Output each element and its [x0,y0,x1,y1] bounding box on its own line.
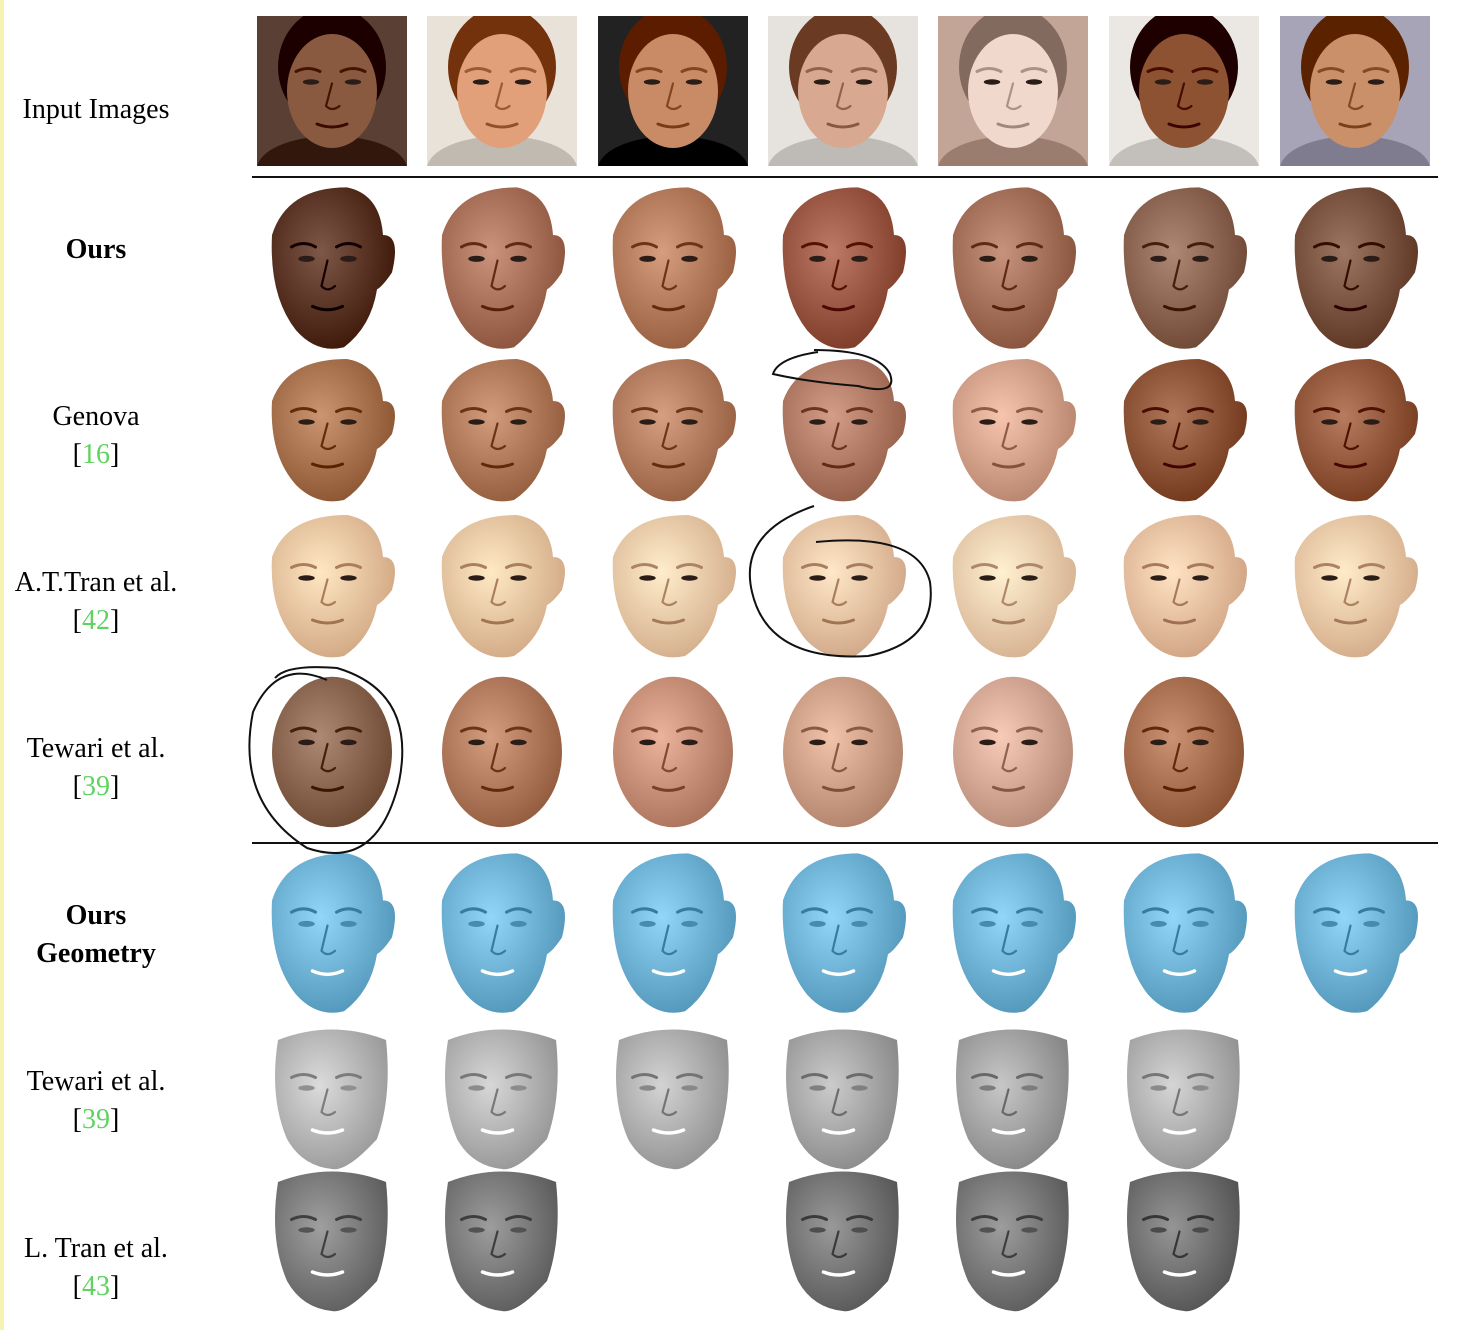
row-label-tewari-geometry: Tewari et al. [39] [0,1063,192,1139]
face-geometry-render [427,1022,577,1172]
face-texture-render [938,184,1088,354]
face-texture-render [938,672,1088,832]
face-texture-render [598,672,748,832]
face-texture-render [427,672,577,832]
face-texture-render [598,184,748,354]
row-label-l-tran: L. Tran et al. [43] [0,1230,192,1306]
citation-number[interactable]: 39 [82,1104,110,1135]
face-texture-render [938,356,1088,506]
face-geometry-render [257,850,407,1018]
input-face-photo [1109,16,1259,166]
citation-reference[interactable]: [42] [72,605,120,636]
row-label-ours: Ours [0,231,192,269]
row-label-text: Ours [65,900,127,931]
face-texture-render [768,672,918,832]
face-geometry-render [938,1164,1088,1314]
face-geometry-render [768,1164,918,1314]
row-label-text: A.T.Tran et al. [14,567,178,598]
input-face-photo [1280,16,1430,166]
citation-number[interactable]: 42 [82,605,110,636]
citation-reference[interactable]: [43] [72,1271,120,1302]
row-label-text: Genova [52,401,140,432]
face-geometry-render [938,1022,1088,1172]
face-texture-render [768,184,918,354]
row-label-at-tran: A.T.Tran et al. [42] [0,564,192,640]
input-face-photo [938,16,1088,166]
face-geometry-render [598,850,748,1018]
citation-number[interactable]: 39 [82,771,110,802]
face-texture-render [1280,512,1430,662]
face-texture-render [427,512,577,662]
row-label-text: L. Tran et al. [24,1233,168,1264]
face-texture-render [257,356,407,506]
face-texture-render [1109,184,1259,354]
row-label-text: Ours [65,234,127,265]
face-geometry-render [768,850,918,1018]
face-texture-render [598,512,748,662]
row-label-text: Geometry [36,938,156,969]
face-geometry-render [257,1022,407,1172]
citation-number[interactable]: 43 [82,1271,110,1302]
face-texture-render [768,512,918,662]
row-label-tewari-texture: Tewari et al. [39] [0,730,192,806]
row-label-text: Tewari et al. [26,733,166,764]
input-face-photo [768,16,918,166]
citation-reference[interactable]: [16] [72,439,120,470]
input-face-photo [257,16,407,166]
face-geometry-render [598,1022,748,1172]
citation-number[interactable]: 16 [82,439,110,470]
face-texture-render [1109,512,1259,662]
face-texture-render [598,356,748,506]
face-texture-render [257,184,407,354]
row-divider [252,176,1438,178]
face-texture-render [1280,356,1430,506]
face-geometry-render [1280,850,1430,1018]
face-texture-render [257,672,407,832]
input-face-photo [427,16,577,166]
row-label-genova: Genova [16] [0,398,192,474]
face-texture-render [768,356,918,506]
face-texture-render [1280,184,1430,354]
face-geometry-render [427,1164,577,1314]
face-texture-render [427,184,577,354]
citation-reference[interactable]: [39] [72,1104,120,1135]
row-label-text: Input Images [22,94,170,125]
row-label-ours-geometry: Ours Geometry [0,897,192,973]
left-accent-strip [0,0,4,1330]
face-geometry-render [938,850,1088,1018]
face-geometry-render [1109,1164,1259,1314]
face-texture-render [257,512,407,662]
input-face-photo [598,16,748,166]
citation-reference[interactable]: [39] [72,771,120,802]
row-label-text: Tewari et al. [26,1066,166,1097]
face-geometry-render [1109,850,1259,1018]
row-divider [252,842,1438,844]
face-texture-render [1109,672,1259,832]
face-texture-render [938,512,1088,662]
face-geometry-render [768,1022,918,1172]
row-label-input-images: Input Images [0,91,192,129]
face-texture-render [427,356,577,506]
face-geometry-render [427,850,577,1018]
face-texture-render [1109,356,1259,506]
face-geometry-render [1109,1022,1259,1172]
face-geometry-render [257,1164,407,1314]
